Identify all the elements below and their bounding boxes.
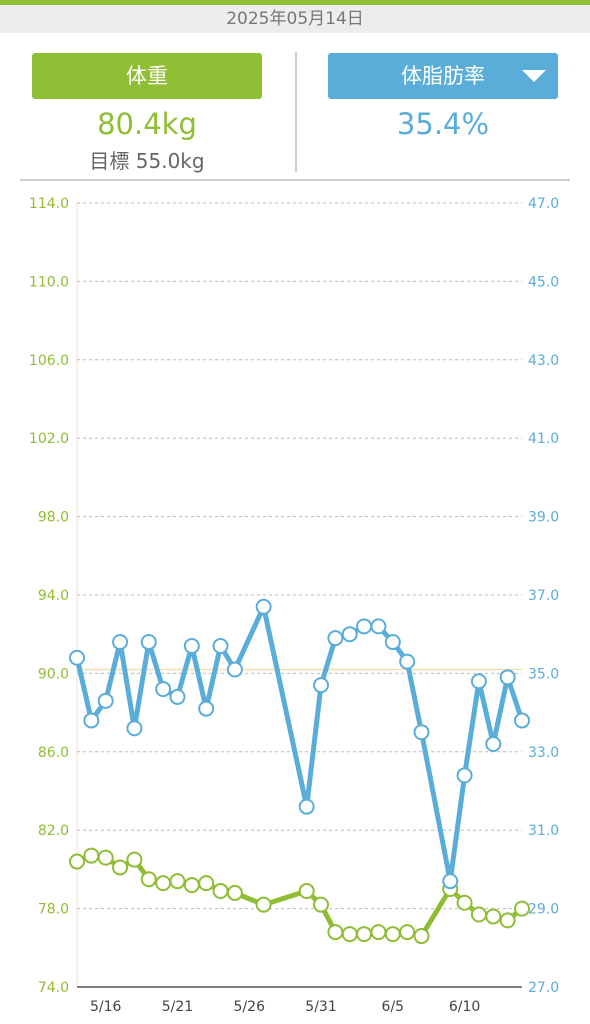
weight-point [356,926,373,943]
x-tick-label: 5/21 [162,999,193,1015]
left-tick-label: 110.0 [29,274,69,290]
bodyfat-point [69,649,85,666]
bodyfat-point [169,688,186,705]
bodyfat-point [155,681,172,698]
weight-point [169,873,186,890]
weight-point [198,875,215,892]
dropdown-triangle-icon [522,70,546,82]
right-tick-label: 43.0 [528,353,559,369]
right-tick-label: 27.0 [528,980,559,996]
right-tick-label: 29.0 [528,902,559,918]
weight-point [327,924,344,941]
weight-point [370,924,387,941]
x-tick-label: 6/10 [449,999,480,1015]
weight-point [485,908,502,925]
weight-point [69,853,85,870]
bodyfat-point [499,669,516,686]
bodyfat-point [370,618,387,635]
bodyfat-point [226,661,243,678]
weight-point [83,847,100,864]
weight-point [384,926,401,943]
weight-point [470,906,487,923]
right-tick-label: 31.0 [528,823,559,839]
bodyfat-point [442,873,459,890]
bodyfat-point [212,637,229,654]
bodyfat-point [341,626,358,643]
left-tick-label: 90.0 [38,666,69,682]
left-tick-label: 94.0 [38,588,69,604]
left-tick-label: 102.0 [29,431,69,447]
left-tick-label: 78.0 [38,902,69,918]
bodyfat-point [140,634,157,651]
top-accent-bar [0,0,590,5]
bodyfat-panel: 体脂肪率 35.4% [328,53,558,141]
bodyfat-point [112,634,129,651]
x-tick-label: 5/26 [234,999,266,1015]
bodyfat-point [83,712,100,729]
bodyfat-point [384,634,401,651]
left-tick-label: 74.0 [38,980,69,996]
bodyfat-point [298,798,315,815]
bodyfat-point [126,720,143,737]
bodyfat-point [514,712,530,729]
bodyfat-value: 35.4% [396,107,490,141]
right-tick-label: 47.0 [528,196,559,212]
bodyfat-point [356,618,373,635]
right-tick-label: 41.0 [528,431,559,447]
right-tick-label: 33.0 [528,745,559,761]
left-tick-label: 114.0 [29,196,69,212]
bodyfat-point [470,673,487,690]
bodyfat-point [327,630,344,647]
bodyfat-point [255,598,272,615]
bodyfat-point [485,735,502,752]
x-tick-label: 5/31 [305,999,336,1015]
weight-point [456,894,473,911]
weight-point [313,896,330,913]
bodyfat-dropdown[interactable]: 体脂肪率 [328,53,558,99]
weight-point [97,849,114,866]
weight-point [399,924,416,941]
right-tick-label: 39.0 [528,510,559,526]
weight-point [126,851,143,868]
weight-point [298,882,315,899]
right-tick-label: 45.0 [528,274,559,290]
weight-point [112,859,129,876]
weight-point [140,871,157,888]
x-tick-label: 6/5 [382,999,405,1015]
right-tick-label: 35.0 [528,666,559,682]
bodyfat-line [74,604,525,884]
left-tick-label: 106.0 [29,353,69,369]
date-header: 2025年05月14日 [0,5,590,33]
weight-goal: 目標 55.0kg [89,149,205,173]
x-tick-label: 5/16 [90,999,122,1015]
weight-point [413,928,430,945]
right-tick-label: 37.0 [528,588,559,604]
bodyfat-point [183,637,200,654]
bodyfat-point [97,692,114,709]
weight-point [514,900,530,917]
weight-line [74,853,525,939]
left-tick-label: 82.0 [38,823,69,839]
bodyfat-point [313,677,330,694]
weight-point [183,877,200,894]
bodyfat-button-label: 体脂肪率 [401,64,485,88]
left-tick-label: 86.0 [38,745,69,761]
bodyfat-point [198,700,215,717]
weight-point [155,875,172,892]
panel-divider [295,52,297,172]
bodyfat-point [399,653,416,670]
weight-button[interactable]: 体重 [32,53,262,99]
weight-point [255,896,272,913]
header-divider [20,179,570,181]
bodyfat-point [413,724,430,741]
weight-point [499,912,516,929]
weight-point [212,882,229,899]
weight-value: 80.4kg [97,107,197,141]
bodyfat-point [456,767,473,784]
left-tick-label: 98.0 [38,510,69,526]
weight-point [341,926,358,943]
weight-panel: 体重 80.4kg 目標 55.0kg [32,53,262,174]
weight-bodyfat-chart: 74.0 27.0 78.0 29.0 82.0 31.0 86.0 33.0 90.0 35.0… [29,196,559,1015]
weight-point [226,884,243,901]
